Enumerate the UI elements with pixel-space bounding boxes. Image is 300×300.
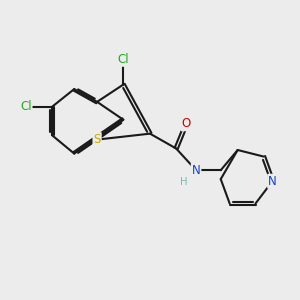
Text: H: H: [180, 176, 187, 187]
Text: Cl: Cl: [117, 53, 129, 66]
Text: Cl: Cl: [20, 100, 32, 113]
Text: N: N: [268, 175, 277, 188]
Text: O: O: [182, 117, 191, 130]
Text: N: N: [192, 164, 200, 177]
Text: S: S: [93, 133, 101, 146]
